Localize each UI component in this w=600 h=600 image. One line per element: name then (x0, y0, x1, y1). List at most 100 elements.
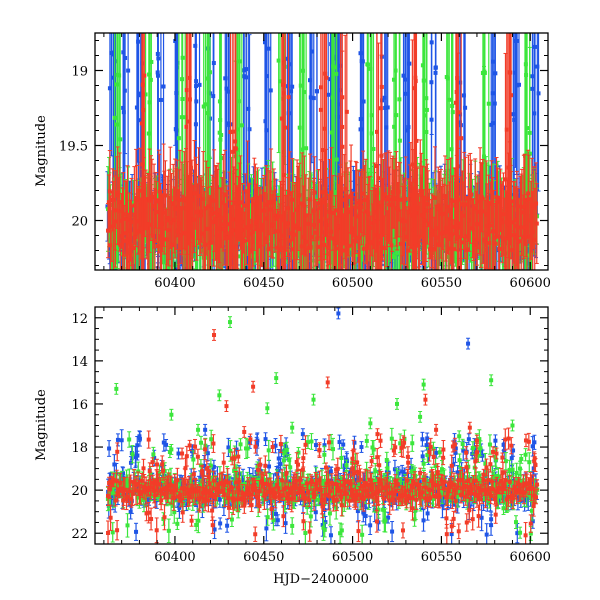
top-blue-spike-point (242, 74, 247, 79)
top-red-point (177, 221, 182, 226)
top-green-point (229, 196, 234, 201)
top-red-point (196, 194, 201, 199)
top-red-point (163, 193, 168, 198)
top-blue-spike-point (358, 127, 363, 132)
top-green-spike-point (371, 146, 376, 151)
top-red-point (164, 237, 169, 242)
top-red-point (131, 246, 136, 251)
top-red-point (218, 226, 223, 231)
top-green-point (131, 201, 136, 206)
top-red-point (210, 207, 215, 212)
top-blue-spike-point (265, 74, 270, 79)
top-green-spike-point (482, 69, 487, 74)
top-red-point (191, 217, 196, 222)
top-blue-spike-point (266, 46, 271, 51)
top-red-point (241, 220, 246, 225)
top-blue-spike-point (211, 94, 216, 99)
top-blue-spike-point (535, 64, 540, 69)
top-blue-spike-point (401, 73, 406, 78)
top-green-spike-point (206, 154, 211, 159)
top-blue-spike-point (532, 111, 537, 116)
top-green-spike-point (394, 113, 399, 118)
top-red-point (207, 246, 212, 251)
top-red-point (212, 198, 217, 203)
top-red-point (206, 204, 211, 209)
top-blue-spike-point (337, 88, 342, 93)
top-red-point (175, 196, 180, 201)
top-blue-spike-point (326, 92, 331, 97)
top-green-point (149, 254, 154, 259)
top-green-spike-point (201, 104, 206, 109)
top-green-point (451, 207, 456, 212)
top-red-point (170, 243, 175, 248)
top-red-point (198, 213, 203, 218)
top-blue-spike-point (197, 82, 202, 87)
top-blue-spike-point (122, 88, 127, 93)
top-red-point (122, 238, 127, 243)
top-green-point (238, 254, 243, 259)
top-red-point (168, 195, 173, 200)
top-red-point (115, 193, 120, 198)
top-red-point (107, 189, 112, 194)
top-red-point (175, 229, 180, 234)
top-green-spike-point (180, 55, 185, 60)
top-blue-spike-point (290, 84, 295, 89)
top-green-point (460, 237, 465, 242)
top-red-point (209, 211, 214, 216)
top-blue-spike-point (289, 89, 294, 94)
top-blue-spike-point (111, 52, 116, 57)
top-red-point (240, 228, 245, 233)
top-red-point (242, 238, 247, 243)
top-green-point (163, 241, 168, 246)
top-green-point (123, 204, 128, 209)
top-red-point (179, 206, 184, 211)
top-green-spike-point (525, 126, 530, 131)
top-blue-spike-point (336, 102, 341, 107)
top-red-point (213, 210, 218, 215)
top-blue-spike-point (533, 44, 538, 49)
top-green-spike-point (237, 59, 242, 64)
top-green-spike-point (334, 157, 339, 162)
top-green-spike-point (421, 78, 426, 83)
top-blue-spike-point (513, 70, 518, 75)
top-blue-spike-point (406, 125, 411, 130)
top-green-point (383, 250, 388, 255)
top-blue-spike-point (126, 68, 131, 73)
top-blue-spike-point (158, 97, 163, 102)
top-blue-spike-point (287, 62, 292, 67)
top-red-point (246, 226, 251, 231)
top-red-point (108, 243, 113, 248)
top-green-spike-point (302, 90, 307, 95)
top-green-spike-point (219, 156, 224, 161)
top-red-point (152, 238, 157, 243)
top-red-point (106, 228, 111, 233)
top-green-spike-point (143, 92, 148, 97)
top-blue-spike-point (311, 96, 316, 101)
top-green-point (489, 231, 494, 236)
top-red-point (144, 226, 149, 231)
top-blue-spike-point (308, 78, 313, 83)
top-red-point (247, 231, 252, 236)
top-blue-spike-point (262, 40, 267, 45)
top-red-point (134, 196, 139, 201)
top-red-point (158, 234, 163, 239)
top-blue-spike-point (174, 91, 179, 96)
top-blue-spike-point (384, 125, 389, 130)
top-green-spike-point (146, 131, 151, 136)
top-green-point (134, 248, 139, 253)
top-blue-spike-point (161, 84, 166, 89)
top-blue-spike-point (309, 49, 314, 54)
top-red-point (203, 242, 208, 247)
top-blue-spike-point (512, 117, 517, 122)
top-green-point (315, 197, 320, 202)
top-green-spike-point (117, 73, 122, 78)
top-red-point (182, 231, 187, 236)
top-red-point (243, 203, 248, 208)
top-green-spike-point (397, 138, 402, 143)
top-blue-spike-point (514, 38, 519, 43)
top-green-spike-point (366, 62, 371, 67)
top-green-point (358, 244, 363, 249)
top-blue-spike-point (335, 114, 340, 119)
top-blue-spike-point (226, 89, 231, 94)
